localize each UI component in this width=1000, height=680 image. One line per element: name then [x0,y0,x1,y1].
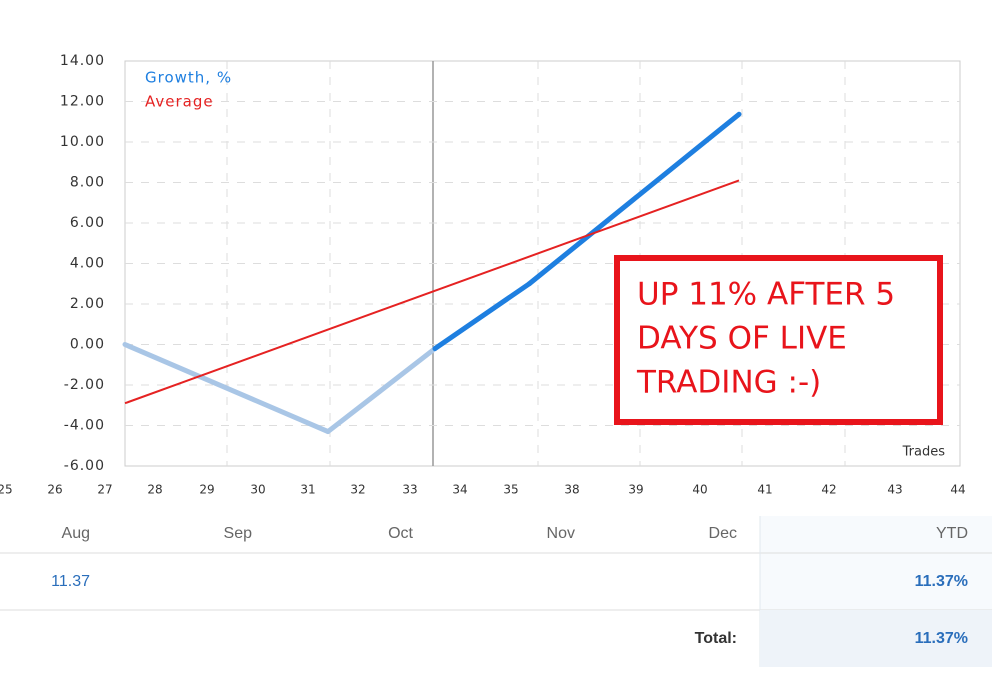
x-tick-label: 44 [950,483,965,497]
x-tick-label: 43 [887,483,902,497]
legend-entry: Growth, % [145,69,232,87]
x-tick-label: 32 [350,483,365,497]
column-header: Nov [547,525,575,542]
y-tick-label: 10.00 [60,134,105,150]
y-tick-label: 14.00 [60,53,105,69]
cell: 11.37% [915,573,968,590]
cell: 11.37 [51,573,90,590]
total-value: 11.37% [915,630,968,647]
y-tick-label: 12.00 [60,94,105,110]
y-tick-label: 2.00 [70,296,105,312]
column-header: Aug [62,525,90,542]
x-tick-label: 29 [199,483,214,497]
total-cell-bg [760,610,992,667]
growth-segment [432,281,532,352]
growth-segment [122,342,331,435]
x-tick-label: 27 [97,483,112,497]
x-tick-label: 25 [0,483,13,497]
x-tick-label: 31 [300,483,315,497]
annotation-text: UP 11% AFTER 5 [637,277,895,313]
x-tick-label: 39 [628,483,643,497]
x-tick-label: 41 [757,483,772,497]
x-tick-label: 35 [503,483,518,497]
legend-entry: Average [145,93,214,111]
annotation-box [614,255,943,425]
y-tick-label: -4.00 [64,418,105,434]
average-line [124,179,740,405]
x-tick-label: 38 [564,483,579,497]
column-header: Oct [388,525,413,542]
x-tick-label: 33 [402,483,417,497]
column-header: YTD [936,525,968,542]
y-tick-label: 4.00 [70,256,105,272]
x-tick-label: 26 [47,483,62,497]
x-tick-label: 42 [821,483,836,497]
annotation-text: TRADING :-) [636,365,821,401]
annotation-text: DAYS OF LIVE [637,321,847,357]
y-tick-label: -6.00 [64,458,105,474]
column-header: Dec [709,525,737,542]
x-tick-label: 40 [692,483,707,497]
x-tick-label: 34 [452,483,467,497]
y-tick-label: 0.00 [70,337,105,353]
y-tick-label: 6.00 [70,215,105,231]
growth-segment [325,346,438,435]
x-axis-label: Trades [902,445,946,460]
column-header: Sep [224,525,253,542]
growth-segment [526,111,742,287]
x-tick-label: 30 [250,483,265,497]
y-tick-label: -2.00 [64,377,105,393]
total-label: Total: [695,630,737,647]
x-tick-label: 28 [147,483,162,497]
y-tick-label: 8.00 [70,175,105,191]
